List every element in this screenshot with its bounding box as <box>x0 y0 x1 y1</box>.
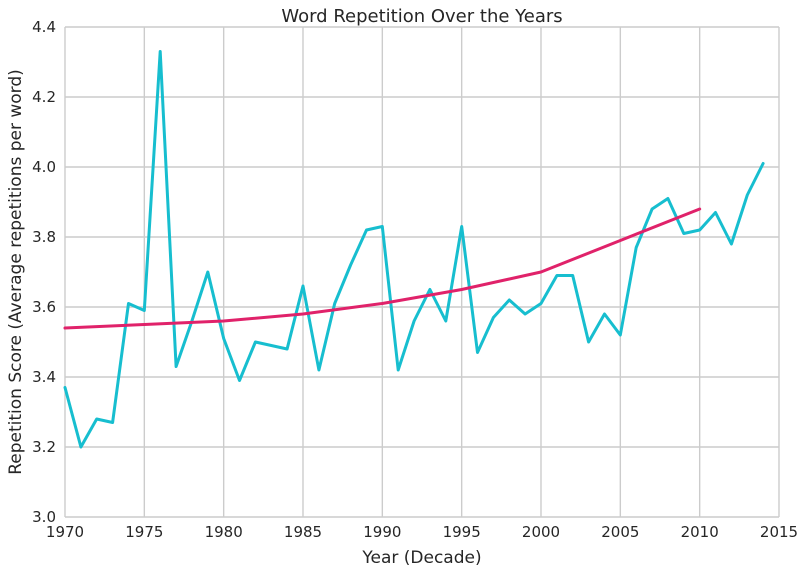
series-1 <box>63 207 702 330</box>
x-tick-label: 1980 <box>205 523 243 541</box>
y-tick-label: 4.0 <box>32 158 56 176</box>
y-tick-label: 3.8 <box>32 228 56 246</box>
y-tick-label: 3.6 <box>32 298 56 316</box>
y-tick-label: 4.4 <box>32 18 56 36</box>
series-0 <box>63 50 765 449</box>
x-tick-label: 2010 <box>681 523 719 541</box>
tick-labels: 1970 1975 1980 1985 1990 1995 2000 2005 2010 2015… <box>32 18 798 541</box>
x-tick-label: 1985 <box>284 523 322 541</box>
x-tick-label: 1990 <box>363 523 401 541</box>
x-tick-label: 1975 <box>125 523 163 541</box>
y-tick-label: 3.4 <box>32 368 56 386</box>
y-tick-label: 4.2 <box>32 88 56 106</box>
y-tick-label: 3.2 <box>32 438 56 456</box>
x-tick-label: 2000 <box>522 523 560 541</box>
chart-title: Word Repetition Over the Years <box>281 6 562 27</box>
y-tick-label: 3.0 <box>32 508 56 526</box>
series-layer <box>63 50 765 449</box>
y-axis-label: Repetition Score (Average repetitions pe… <box>6 69 26 475</box>
series-line <box>63 50 765 449</box>
x-tick-label: 2005 <box>601 523 639 541</box>
x-tick-label: 1970 <box>46 523 84 541</box>
x-axis-label: Year (Decade) <box>361 548 481 568</box>
x-tick-label: 1995 <box>443 523 481 541</box>
x-tick-label: 2015 <box>760 523 798 541</box>
